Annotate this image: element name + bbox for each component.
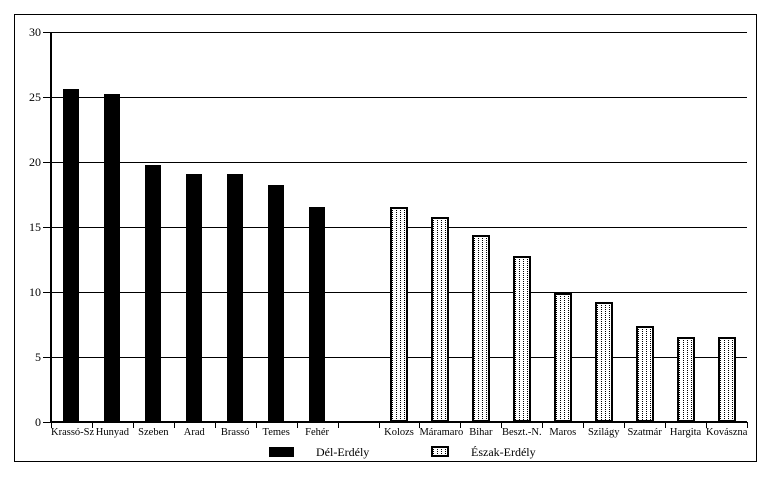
category-label-brasso: Brassó [220, 427, 250, 438]
x-axis-tick-11 [501, 422, 502, 428]
y-axis-tick-5 [43, 356, 51, 358]
gridline-20 [51, 161, 747, 163]
bar-maramaro [430, 217, 449, 422]
bar-hargita [676, 337, 695, 422]
y-tick-label-20: 20 [29, 155, 41, 169]
x-axis-tick-6 [297, 422, 298, 428]
category-label-beszt-n: Beszt.-N. [501, 427, 542, 438]
category-label-kolozs: Kolozs [384, 427, 414, 438]
y-axis-tick-20 [43, 161, 51, 163]
y-axis-tick-0 [43, 421, 51, 423]
category-label-hunyad: Hunyad [95, 427, 130, 438]
bar-szilagy [594, 302, 613, 422]
chart-frame-border: 0 5 10 15 20 25 30 Krassó-Sz Hunyad Szeben Arad Bra… [14, 14, 757, 462]
legend-label-eszak-erdely: Észak-Erdély [471, 445, 536, 459]
y-tick-label-0: 0 [35, 415, 41, 429]
plot-area: 0 5 10 15 20 25 30 Krassó-Sz Hunyad Szeben Arad Bra… [29, 26, 748, 438]
x-axis-tick-2 [133, 422, 134, 428]
y-axis-tick-30 [43, 31, 51, 33]
x-axis-tick-13 [583, 422, 584, 428]
y-tick-label-15: 15 [29, 220, 41, 234]
x-axis-tick-4 [215, 422, 216, 428]
x-axis-tick-16 [706, 422, 707, 428]
y-axis-tick-25 [43, 96, 51, 98]
legend-swatch-eszak-erdely [431, 446, 449, 457]
category-label-arad: Arad [183, 427, 205, 438]
y-tick-label-10: 10 [29, 285, 41, 299]
bar-hunyad [104, 94, 121, 422]
bar-maros [553, 293, 572, 422]
x-axis-tick-1 [92, 422, 93, 428]
gridline-30 [51, 31, 747, 33]
bar-krasso-sz [63, 89, 80, 422]
bar-feher [309, 207, 326, 422]
x-axis-tick-0 [51, 422, 52, 428]
category-label-temes: Temes [262, 427, 290, 438]
y-axis-tick-15 [43, 226, 51, 228]
category-label-szilagy: Szilágy [587, 427, 620, 438]
bar-bihar [471, 235, 490, 422]
y-tick-label-30: 30 [29, 25, 41, 39]
bar-arad [186, 174, 203, 422]
bar-szatmar [635, 326, 654, 422]
x-axis-tick-17 [747, 422, 748, 428]
category-label-feher: Fehér [305, 427, 330, 438]
category-label-maros: Maros [549, 427, 577, 438]
y-axis-tick-10 [43, 291, 51, 293]
bar-brasso [227, 174, 244, 422]
category-label-szatmar: Szatmár [627, 427, 662, 438]
legend-label-del-erdely: Dél-Erdély [316, 445, 370, 459]
x-axis-tick-8 [379, 422, 380, 428]
legend-swatch-del-erdely [269, 447, 294, 457]
category-label-hargita: Hargita [669, 427, 702, 438]
x-axis-tick-5 [256, 422, 257, 428]
category-label-kovaszna: Kovászna [706, 427, 748, 438]
x-axis-tick-7 [338, 422, 339, 428]
x-axis [50, 421, 747, 423]
y-tick-label-25: 25 [29, 90, 41, 104]
category-label-szeben: Szeben [138, 427, 169, 438]
category-label-bihar: Bihar [469, 427, 493, 438]
bar-szeben [145, 165, 162, 422]
x-axis-tick-12 [542, 422, 543, 428]
y-tick-label-5: 5 [35, 350, 41, 364]
x-axis-tick-15 [665, 422, 666, 428]
x-axis-tick-9 [419, 422, 420, 428]
bar-temes [268, 185, 285, 422]
category-label-maramaro: Máramaro [419, 427, 464, 438]
bar-beszt-n [512, 256, 531, 422]
gridline-25 [51, 96, 747, 98]
bar-kovaszna [717, 337, 736, 422]
bar-kolozs [390, 207, 408, 422]
x-axis-tick-3 [174, 422, 175, 428]
x-axis-tick-14 [624, 422, 625, 428]
x-axis-tick-10 [460, 422, 461, 428]
category-label-krasso-sz: Krassó-Sz [51, 427, 95, 438]
